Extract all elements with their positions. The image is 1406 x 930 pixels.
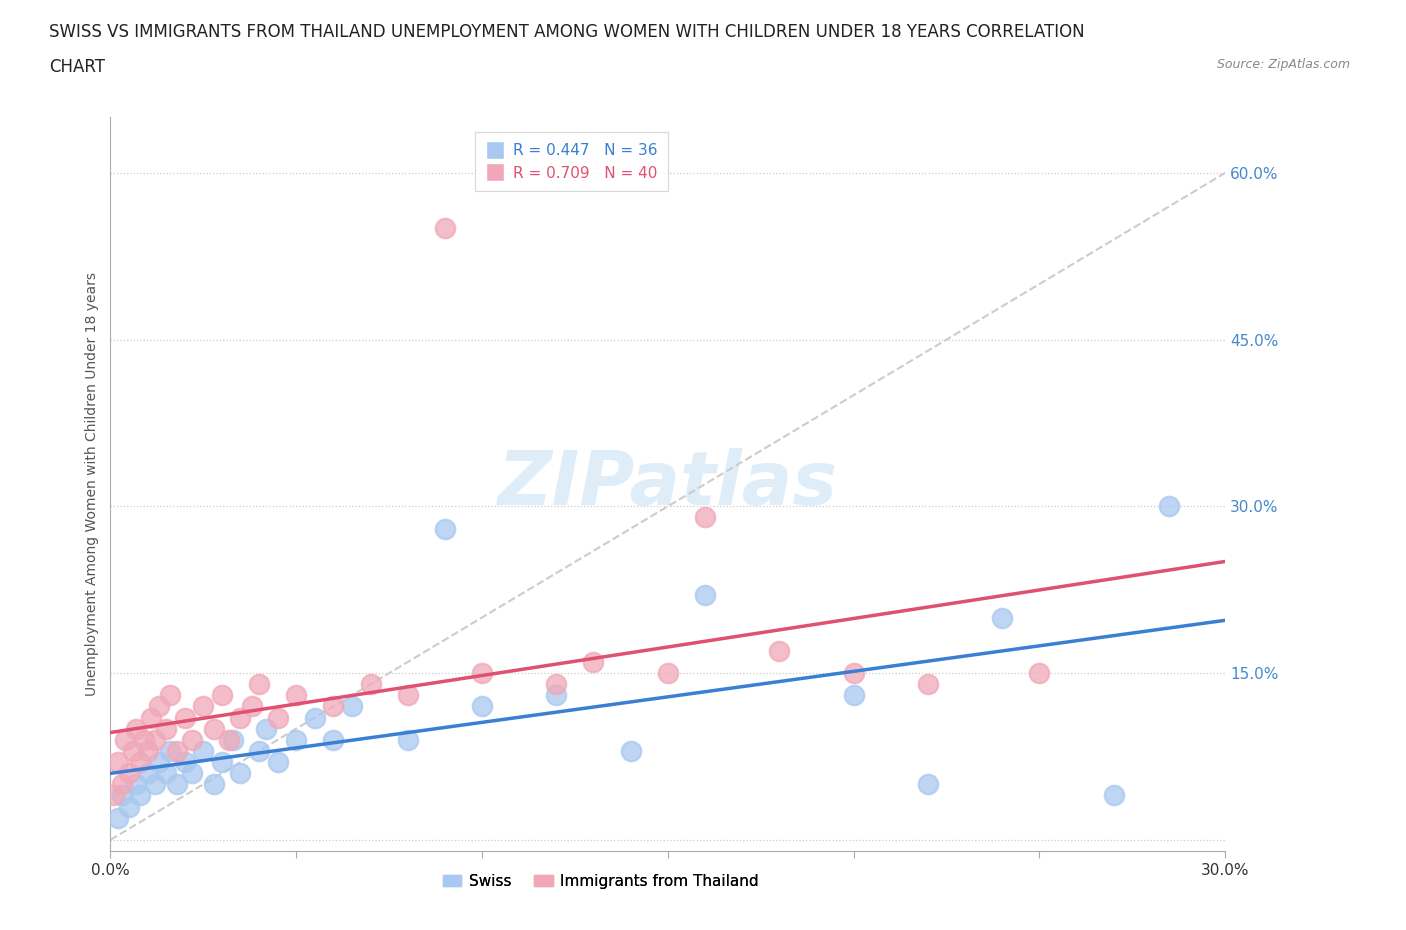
Point: [229, 765, 252, 780]
Point: [917, 777, 939, 791]
Point: [917, 677, 939, 692]
Point: [657, 666, 679, 681]
Point: [991, 610, 1014, 625]
Point: [266, 711, 288, 725]
Point: [129, 754, 152, 769]
Point: [1102, 788, 1125, 803]
Point: [136, 743, 159, 758]
Legend: Swiss, Immigrants from Thailand: Swiss, Immigrants from Thailand: [437, 868, 765, 895]
Point: [222, 733, 245, 748]
Point: [143, 777, 166, 791]
Point: [396, 733, 419, 748]
Point: [107, 754, 129, 769]
Point: [471, 666, 494, 681]
Point: [110, 777, 132, 791]
Point: [693, 588, 716, 603]
Point: [118, 799, 141, 814]
Point: [141, 711, 163, 725]
Point: [181, 733, 204, 748]
Point: [285, 688, 308, 703]
Point: [173, 711, 195, 725]
Point: [125, 777, 148, 791]
Point: [159, 688, 181, 703]
Point: [304, 711, 326, 725]
Text: CHART: CHART: [49, 58, 105, 75]
Point: [240, 699, 263, 714]
Point: [193, 699, 215, 714]
Point: [193, 743, 215, 758]
Point: [103, 788, 125, 803]
Point: [285, 733, 308, 748]
Point: [322, 733, 344, 748]
Point: [204, 777, 226, 791]
Point: [433, 521, 456, 536]
Point: [768, 644, 790, 658]
Point: [114, 733, 136, 748]
Point: [136, 765, 159, 780]
Point: [842, 666, 865, 681]
Point: [340, 699, 363, 714]
Point: [118, 765, 141, 780]
Point: [433, 221, 456, 236]
Text: Source: ZipAtlas.com: Source: ZipAtlas.com: [1216, 58, 1350, 71]
Text: SWISS VS IMMIGRANTS FROM THAILAND UNEMPLOYMENT AMONG WOMEN WITH CHILDREN UNDER 1: SWISS VS IMMIGRANTS FROM THAILAND UNEMPL…: [49, 23, 1085, 41]
Point: [218, 733, 240, 748]
Point: [121, 743, 143, 758]
Point: [693, 510, 716, 525]
Point: [166, 777, 188, 791]
Point: [266, 754, 288, 769]
Point: [181, 765, 204, 780]
Point: [546, 677, 568, 692]
Point: [204, 722, 226, 737]
Point: [247, 677, 270, 692]
Point: [125, 722, 148, 737]
Point: [173, 754, 195, 769]
Point: [211, 754, 233, 769]
Point: [166, 743, 188, 758]
Point: [1159, 498, 1181, 513]
Point: [110, 788, 132, 803]
Point: [322, 699, 344, 714]
Point: [148, 699, 170, 714]
Point: [620, 743, 643, 758]
Point: [211, 688, 233, 703]
Point: [471, 699, 494, 714]
Text: ZIPatlas: ZIPatlas: [498, 447, 838, 521]
Point: [148, 754, 170, 769]
Point: [582, 655, 605, 670]
Point: [546, 688, 568, 703]
Point: [256, 722, 278, 737]
Point: [155, 722, 177, 737]
Point: [360, 677, 382, 692]
Point: [229, 711, 252, 725]
Point: [247, 743, 270, 758]
Point: [155, 765, 177, 780]
Point: [132, 733, 155, 748]
Point: [107, 810, 129, 825]
Point: [1028, 666, 1050, 681]
Y-axis label: Unemployment Among Women with Children Under 18 years: Unemployment Among Women with Children U…: [86, 272, 100, 697]
Point: [159, 743, 181, 758]
Point: [143, 733, 166, 748]
Point: [129, 788, 152, 803]
Point: [842, 688, 865, 703]
Point: [396, 688, 419, 703]
